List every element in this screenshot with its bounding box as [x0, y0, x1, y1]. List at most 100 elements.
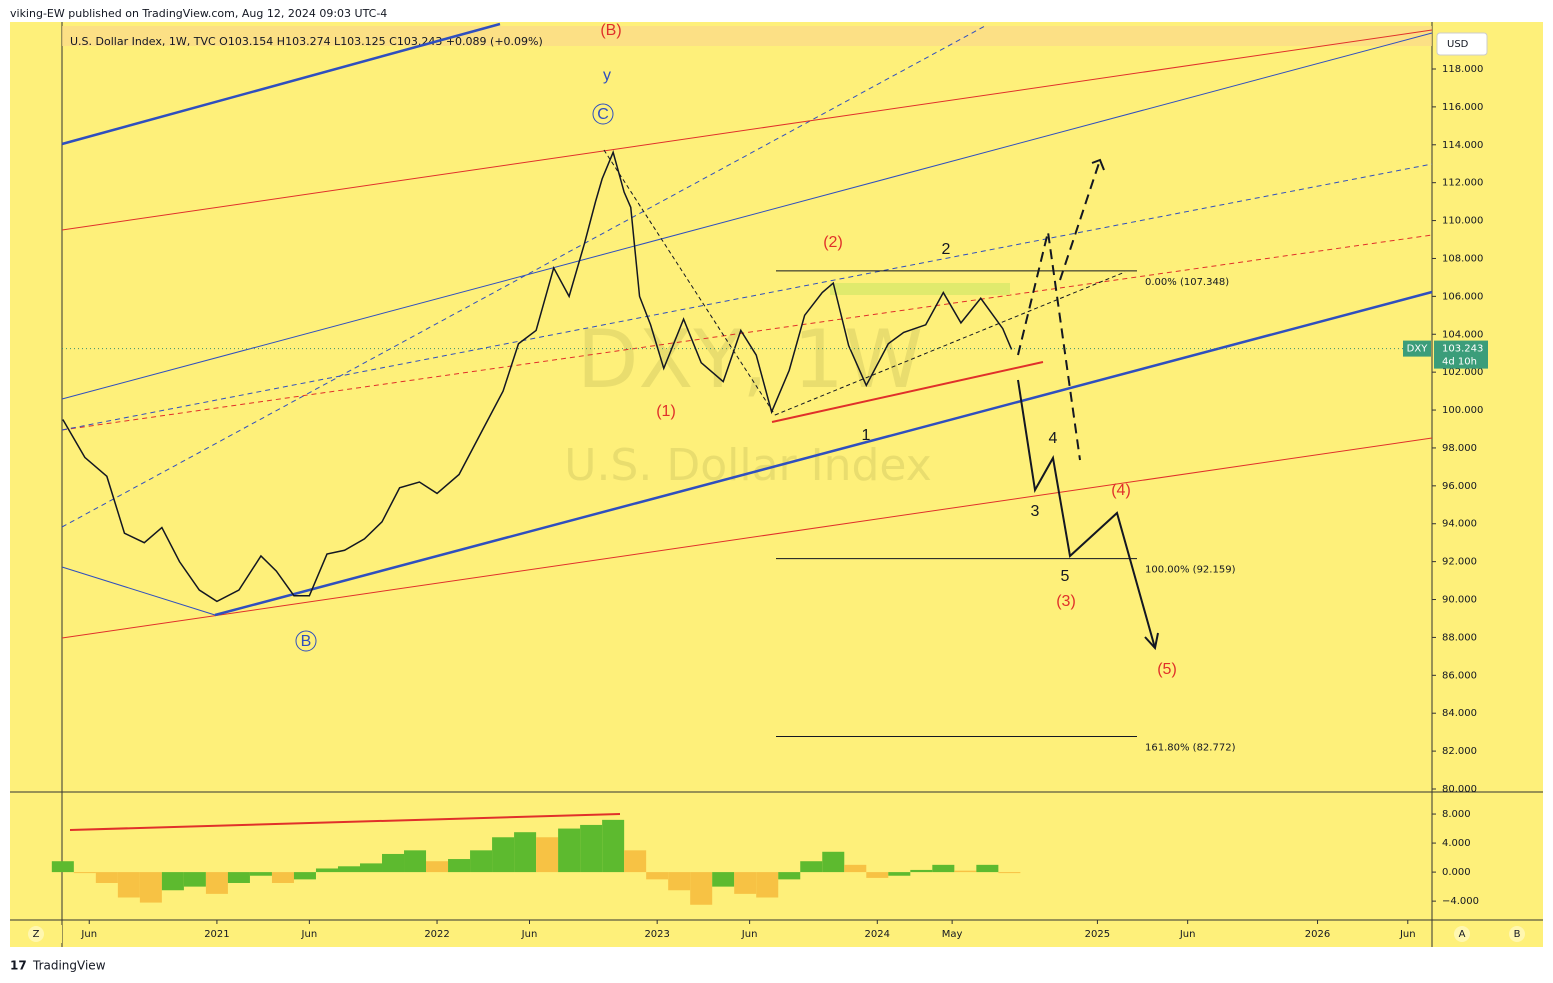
- osc-bar: [470, 850, 493, 873]
- y-tick-label: 102.000: [1442, 367, 1483, 378]
- osc-bar: [73, 872, 96, 874]
- osc-bar: [866, 872, 889, 878]
- channel-line: [61, 234, 1433, 431]
- last-price: 103.243: [1442, 344, 1483, 355]
- x-tick-label: Jun: [1179, 929, 1196, 940]
- x-tick-label: Jun: [521, 929, 538, 940]
- legend: U.S. Dollar Index, 1W, TVC O103.154 H103…: [70, 35, 543, 48]
- button[interactable]: [1509, 926, 1525, 942]
- x-tick-label: 2025: [1085, 929, 1110, 940]
- wedge-line: [771, 361, 1044, 423]
- osc-bar: [998, 872, 1021, 874]
- chart-bg: [10, 22, 1543, 947]
- arrow-head: [1144, 632, 1159, 651]
- osc-bar: [161, 872, 184, 891]
- projection: [1017, 379, 1156, 649]
- symbol-label: DXY: [1407, 344, 1429, 355]
- osc-bar: [624, 850, 647, 873]
- fib-label: 0.00% (107.348): [1145, 277, 1229, 288]
- osc-bar: [822, 851, 845, 873]
- y-tick-label: 104.000: [1442, 329, 1483, 340]
- button-label[interactable]: B: [1514, 929, 1521, 940]
- wave-label: (3): [1056, 593, 1076, 610]
- x-tick-label: May: [942, 929, 963, 940]
- y-tick-label: 88.000: [1442, 632, 1477, 643]
- wave-label: (2): [823, 234, 843, 251]
- osc-bar: [249, 872, 272, 876]
- y-tick-label: 8.000: [1442, 809, 1471, 820]
- divergence-line: [69, 813, 621, 831]
- wave-label: (4): [1111, 482, 1131, 499]
- channel-line: [61, 29, 1433, 231]
- wave-label: 5: [1061, 568, 1070, 585]
- currency: USD: [1447, 39, 1469, 50]
- fib-label: 100.00% (92.159): [1145, 565, 1236, 576]
- wave-label: 4: [1049, 430, 1058, 447]
- osc-bar: [778, 872, 801, 880]
- channel-line: [61, 437, 1433, 639]
- publish-info: viking-EW published on TradingView.com, …: [10, 7, 387, 20]
- wave-label: 1: [862, 427, 871, 444]
- y-tick-label: 84.000: [1442, 708, 1477, 719]
- x-tick-label: 2021: [204, 929, 229, 940]
- wave-circle: [592, 103, 614, 125]
- alt-projection: [1059, 159, 1101, 281]
- price-tag: [1434, 340, 1488, 369]
- x-tick-label: Jun: [741, 929, 758, 940]
- osc-bar: [448, 859, 471, 873]
- watermark-symbol: DXY, 1W: [577, 313, 923, 406]
- y-tick-label: 118.000: [1442, 64, 1483, 75]
- osc-bar: [668, 872, 691, 891]
- y-tick-label: 92.000: [1442, 557, 1477, 568]
- currency-box: [1436, 32, 1488, 56]
- button-label[interactable]: Z: [33, 929, 40, 940]
- button[interactable]: [28, 926, 44, 942]
- osc-bar: [976, 864, 999, 873]
- osc-bar: [205, 872, 228, 894]
- channel-line: [214, 290, 1433, 617]
- channel-line: [61, 566, 216, 616]
- header-band: [62, 26, 1432, 46]
- y-tick-label: 82.000: [1442, 746, 1477, 757]
- osc-bar: [580, 824, 603, 873]
- wave-label: (5): [1157, 661, 1177, 678]
- y-tick-label: −4.000: [1442, 896, 1479, 907]
- wave-label: B: [301, 633, 312, 650]
- y-tick-label: 112.000: [1442, 178, 1483, 189]
- osc-bar: [690, 872, 713, 905]
- osc-bar: [536, 837, 559, 873]
- y-tick-label: 110.000: [1442, 216, 1483, 227]
- y-tick-label: 86.000: [1442, 670, 1477, 681]
- arrow-head: [1091, 158, 1105, 171]
- osc-bar: [117, 872, 140, 898]
- wedge-line: [774, 271, 1126, 416]
- wave-label: C: [597, 106, 609, 123]
- x-tick-label: 2024: [865, 929, 890, 940]
- wedge-line: [603, 149, 776, 416]
- y-tick-label: 4.000: [1442, 838, 1471, 849]
- osc-bar: [139, 872, 162, 903]
- wave-label: (1): [656, 403, 676, 420]
- osc-bar: [800, 861, 823, 873]
- x-tick-label: 2026: [1305, 929, 1330, 940]
- button-label[interactable]: A: [1459, 929, 1466, 940]
- osc-bar: [183, 872, 206, 887]
- osc-bar: [888, 872, 911, 876]
- button[interactable]: [1454, 926, 1470, 942]
- osc-bar: [227, 872, 250, 883]
- osc-bar: [271, 872, 294, 883]
- channel-line: [61, 163, 1433, 431]
- wave-label: 2: [942, 241, 951, 258]
- x-tick-label: 2023: [644, 929, 669, 940]
- zone: [830, 283, 1010, 295]
- osc-bar: [910, 869, 933, 873]
- x-tick-label: Jun: [301, 929, 318, 940]
- y-tick-label: 106.000: [1442, 291, 1483, 302]
- footer: TradingView: [32, 959, 106, 973]
- x-tick-label: Jun: [1399, 929, 1416, 940]
- y-tick-label: 96.000: [1442, 481, 1477, 492]
- y-tick-label: 116.000: [1442, 102, 1483, 113]
- osc-bar: [558, 828, 581, 873]
- y-tick-label: 100.000: [1442, 405, 1483, 416]
